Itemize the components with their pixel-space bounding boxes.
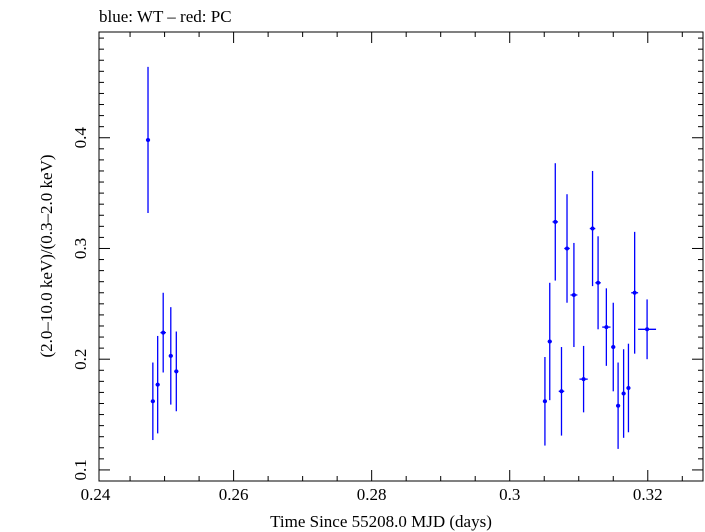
y-tick-label: 0.1: [71, 459, 90, 480]
point-marker: [611, 345, 616, 350]
data-point: [638, 299, 657, 360]
y-axis-label: (2.0–10.0 keV)/(0.3–2.0 keV): [37, 154, 56, 357]
data-point: [542, 356, 547, 446]
data-point: [616, 362, 621, 449]
data-points: [145, 66, 657, 449]
data-point: [579, 345, 588, 413]
data-point: [621, 349, 626, 438]
data-point: [558, 347, 565, 436]
point-marker: [161, 330, 166, 335]
point-marker: [604, 325, 609, 330]
y-tick-label: 0.4: [71, 127, 90, 149]
point-marker: [146, 137, 151, 142]
y-axis: 0.1 0.2 0.3 0.4: [71, 37, 703, 482]
point-marker: [571, 292, 576, 297]
x-tick-label: 0.24: [81, 485, 111, 504]
point-marker: [626, 385, 631, 390]
data-point: [160, 292, 166, 373]
point-marker: [174, 369, 179, 374]
point-marker: [596, 280, 601, 285]
point-marker: [168, 353, 173, 358]
data-point: [552, 163, 559, 281]
point-marker: [553, 219, 558, 224]
point-marker: [542, 399, 547, 404]
data-point: [150, 362, 155, 441]
x-tick-label: 0.28: [357, 485, 387, 504]
data-point: [547, 282, 552, 401]
x-tick-label: 0.26: [219, 485, 249, 504]
point-marker: [616, 403, 621, 408]
data-point: [168, 307, 173, 405]
x-tick-label: 0.32: [633, 485, 663, 504]
data-point: [631, 231, 639, 354]
y-tick-label: 0.2: [71, 349, 90, 370]
data-point: [602, 288, 611, 366]
point-marker: [150, 399, 155, 404]
data-point: [145, 66, 151, 214]
data-point: [155, 335, 160, 434]
data-point: [626, 343, 631, 433]
data-point: [595, 236, 601, 330]
x-axis-label: Time Since 55208.0 MJD (days): [270, 512, 492, 531]
point-marker: [632, 290, 637, 295]
point-marker: [155, 382, 160, 387]
point-marker: [547, 339, 552, 344]
x-tick-label: 0.3: [499, 485, 520, 504]
point-marker: [565, 246, 570, 251]
data-point: [611, 302, 616, 392]
point-marker: [559, 389, 564, 394]
data-point: [589, 170, 596, 287]
data-point: [174, 331, 179, 412]
point-marker: [581, 377, 586, 382]
data-point: [564, 194, 570, 303]
plot-frame: [98, 31, 704, 482]
x-axis: 0.24 0.26 0.28 0.3 0.32: [81, 32, 683, 504]
data-point: [570, 242, 578, 348]
point-marker: [621, 391, 626, 396]
point-marker: [590, 226, 595, 231]
y-tick-label: 0.3: [71, 238, 90, 259]
point-marker: [645, 327, 650, 332]
chart-title: blue: WT – red: PC: [99, 7, 232, 26]
